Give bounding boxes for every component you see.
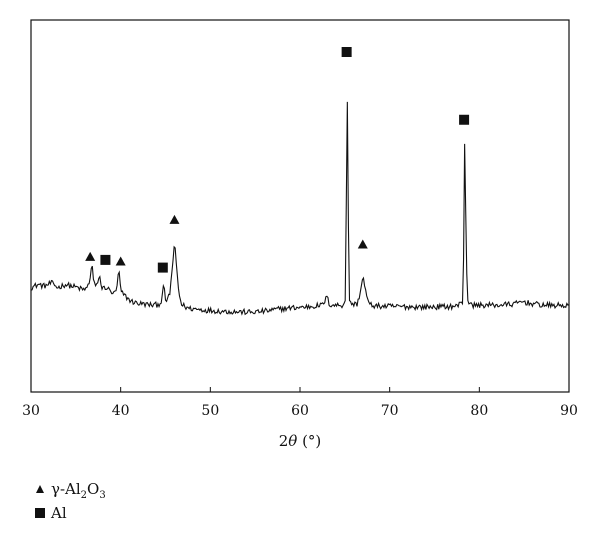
- x-tick-labels: 30 40 50 60 70 80 90: [22, 403, 578, 419]
- aluminum-marker-square-icon: [100, 254, 111, 265]
- x-tick-label: 30: [22, 403, 40, 419]
- legend-aluminum-label: Al: [50, 504, 67, 522]
- x-tick-label: 60: [291, 403, 309, 419]
- x-tick-label: 40: [112, 403, 130, 419]
- x-axis-title-main: 2: [279, 432, 289, 450]
- legend-gamma-alumina-mid: O: [87, 480, 99, 498]
- legend: γ-Al2O3 Al: [35, 480, 106, 522]
- legend-gamma-alumina-sub1: 2: [81, 490, 87, 501]
- gamma-alumina-marker-triangle-icon: [357, 239, 368, 249]
- x-tick-label: 70: [381, 403, 399, 419]
- x-tick-label: 80: [470, 403, 488, 419]
- gamma-alumina-marker-triangle-icon: [115, 256, 126, 266]
- x-tick-label: 90: [560, 403, 578, 419]
- x-axis-title: 2θ (°): [279, 432, 322, 450]
- gamma-alumina-marker-triangle-icon: [169, 214, 180, 224]
- xrd-pattern-line: [30, 101, 570, 316]
- legend-gamma-alumina-label: γ-Al2O3: [51, 480, 106, 501]
- plot-frame: [30, 19, 570, 393]
- gamma-alumina-marker-triangle-icon: [85, 251, 96, 261]
- aluminum-marker-square-icon: [157, 262, 168, 273]
- x-axis-title-unit: (°): [297, 432, 321, 450]
- x-tick-label: 50: [201, 403, 219, 419]
- x-ticks: [30, 387, 570, 392]
- legend-gamma-alumina-sub2: 3: [99, 490, 105, 501]
- x-axis-title-variable: θ: [288, 432, 297, 450]
- aluminum-marker-square-icon: [341, 47, 352, 57]
- legend-triangle-icon: [36, 485, 44, 493]
- phase-markers: [85, 47, 470, 273]
- aluminum-marker-square-icon: [459, 114, 470, 125]
- legend-square-icon: [35, 508, 45, 518]
